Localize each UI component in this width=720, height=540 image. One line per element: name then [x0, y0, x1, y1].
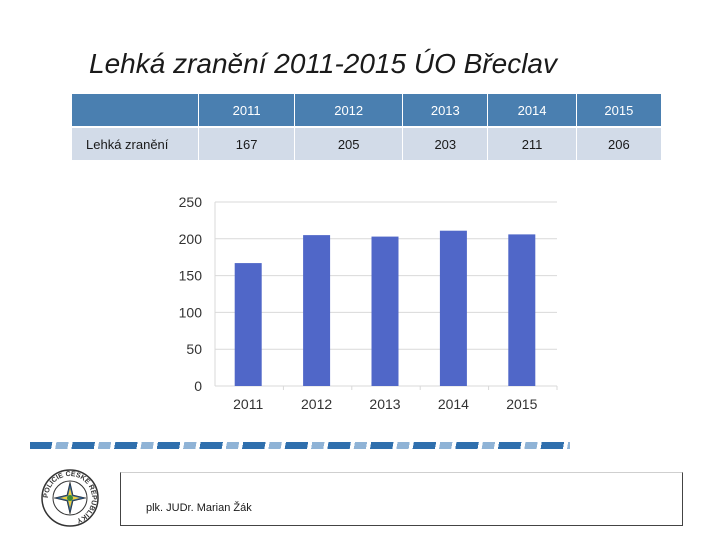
- y-tick-label: 50: [186, 341, 202, 357]
- y-tick-label: 200: [179, 231, 203, 247]
- table-cell: 205: [295, 128, 404, 160]
- page-title: Lehká zranění 2011-2015 ÚO Břeclav: [89, 48, 557, 79]
- table-header-blank: [72, 94, 200, 128]
- y-tick-label: 250: [179, 194, 203, 210]
- table-header-year: 2015: [576, 94, 661, 128]
- x-tick-label: 2011: [233, 396, 263, 412]
- bar: [439, 230, 467, 386]
- x-tick-label: 2015: [506, 396, 537, 412]
- y-tick-label: 0: [194, 378, 202, 394]
- table-row-label: Lehká zranění: [72, 128, 200, 160]
- bar: [508, 234, 536, 386]
- table-header-row: 2011 2012 2013 2014 2015: [72, 94, 661, 128]
- y-tick-label: 100: [179, 304, 203, 320]
- table-header-year: 2012: [295, 94, 404, 128]
- x-tick-label: 2012: [301, 396, 332, 412]
- table-cell: 167: [199, 128, 296, 160]
- bar-chart: 0 50 100 150 200 250 2011 2012 2013 2014 2015: [179, 194, 558, 412]
- bar: [303, 235, 331, 386]
- y-tick-label: 150: [179, 268, 203, 284]
- decorative-stripe: [30, 442, 570, 449]
- x-tick-label: 2013: [369, 396, 400, 412]
- x-tick-label: 2014: [438, 396, 469, 412]
- bar: [371, 236, 399, 386]
- data-table: 2011 2012 2013 2014 2015 Lehká zranění 1…: [72, 94, 661, 160]
- table-cell: 203: [403, 128, 489, 160]
- bar: [234, 263, 262, 386]
- table-cell: 211: [488, 128, 577, 160]
- footer-box: [120, 472, 683, 526]
- table-header-year: 2014: [488, 94, 577, 128]
- police-logo-icon: POLICIE ČESKÉ REPUBLIKY: [41, 469, 99, 527]
- footer-author: plk. JUDr. Marian Žák: [146, 502, 252, 514]
- table-header-year: 2011: [199, 94, 296, 128]
- table-cell: 206: [576, 128, 661, 160]
- table-header-year: 2013: [403, 94, 489, 128]
- table-row: Lehká zranění 167 205 203 211 206: [72, 128, 661, 160]
